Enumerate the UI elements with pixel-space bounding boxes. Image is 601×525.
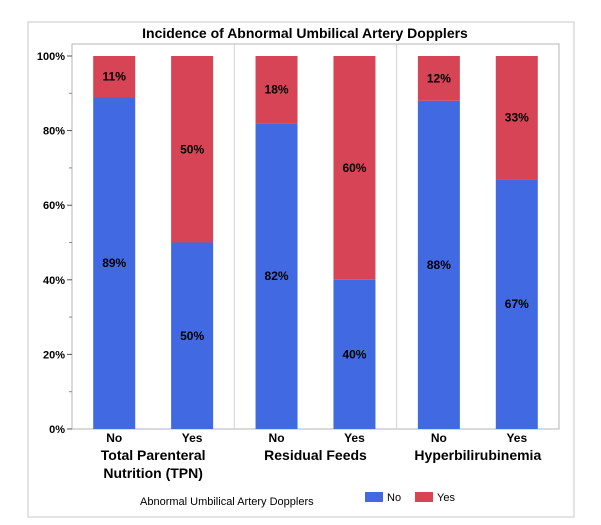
data-label: 18% (265, 83, 289, 97)
data-label: 40% (342, 347, 366, 361)
x-category-label: Yes (182, 431, 203, 445)
legend-swatch (365, 492, 383, 502)
bar-no-segment (417, 100, 460, 429)
data-label: 88% (427, 258, 451, 272)
bars (93, 56, 538, 429)
bar-no-segment (93, 97, 136, 429)
x-category-label: No (431, 431, 447, 445)
data-label: 12% (427, 71, 451, 85)
y-tick-label: 0% (49, 424, 65, 436)
y-tick-label: 60% (43, 200, 65, 212)
legend-label: Yes (437, 492, 455, 504)
y-tick-label: 20% (43, 349, 65, 361)
x-category-label: Yes (506, 431, 527, 445)
bar-yes-segment (93, 56, 136, 98)
y-tick-label: 80% (43, 126, 65, 138)
data-label: 50% (180, 142, 204, 156)
chart-title: Incidence of Abnormal Umbilical Artery D… (142, 25, 468, 41)
bar-yes-segment (495, 56, 538, 180)
data-label: 50% (180, 329, 204, 343)
x-group-label: Residual Feeds (264, 447, 367, 463)
x-category-label: No (106, 431, 122, 445)
legend-label: No (387, 492, 401, 504)
data-label: 82% (265, 269, 289, 283)
y-tick-label: 40% (43, 275, 65, 287)
x-group-label: Hyperbilirubinemia (414, 447, 541, 463)
x-group-label: Nutrition (TPN) (103, 465, 203, 481)
x-category-label: Yes (344, 431, 365, 445)
bar-no-segment (171, 242, 214, 429)
data-label: 67% (505, 297, 529, 311)
bar-no-segment (495, 179, 538, 429)
x-category-label: No (269, 431, 285, 445)
plot-frame (71, 43, 560, 430)
data-label: 89% (102, 256, 126, 270)
data-labels: 89% 11% 50% 50% 82% 18% 40% 60% 88% 12% 67% 33% (102, 70, 529, 362)
x-axis: No Yes Total Parenteral Nutrition (TPN) No Ye… (101, 431, 542, 481)
legend-title: Abnormal Umbilical Artery Dopplers (140, 496, 314, 508)
legend: Abnormal Umbilical Artery Dopplers No Yes (140, 492, 455, 508)
bar-no-segment (333, 279, 376, 429)
bar-yes-segment (171, 56, 214, 243)
legend-swatch (415, 492, 433, 502)
bar-yes-segment (255, 56, 298, 124)
bar-yes-segment (417, 56, 460, 101)
x-group-label: Total Parenteral (101, 447, 206, 463)
data-label: 60% (342, 161, 366, 175)
bar-yes-segment (333, 56, 376, 280)
y-axis: 0% 20% 40% 60% 80% 100% (37, 51, 72, 436)
data-label: 11% (103, 70, 127, 84)
y-tick-label: 100% (37, 51, 65, 63)
data-label: 33% (505, 111, 529, 125)
bar-no-segment (255, 123, 298, 429)
